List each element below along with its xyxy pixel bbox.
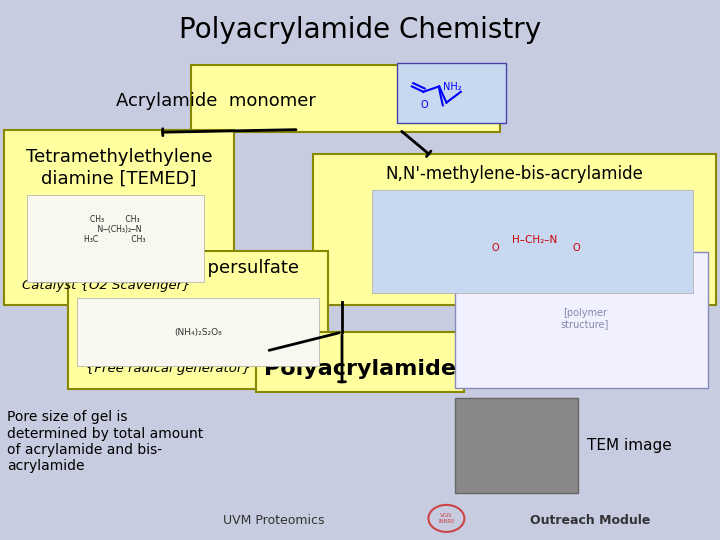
Text: Polyacrylamide Chemistry: Polyacrylamide Chemistry bbox=[179, 16, 541, 44]
Text: NH₂: NH₂ bbox=[443, 83, 462, 92]
Text: (NH₄)₂S₂O₈: (NH₄)₂S₂O₈ bbox=[174, 328, 222, 336]
FancyBboxPatch shape bbox=[372, 190, 693, 293]
FancyBboxPatch shape bbox=[77, 298, 319, 366]
Text: H–CH₂–N: H–CH₂–N bbox=[512, 235, 557, 245]
Text: O: O bbox=[572, 244, 580, 253]
Text: Polyacrylamide: Polyacrylamide bbox=[264, 359, 456, 379]
Text: Acrylamide  monomer: Acrylamide monomer bbox=[116, 92, 316, 110]
FancyBboxPatch shape bbox=[313, 154, 716, 305]
Text: Pore size of gel is
determined by total amount
of acrylamide and bis-
acrylamide: Pore size of gel is determined by total … bbox=[7, 410, 204, 473]
Text: Ammonium persulfate: Ammonium persulfate bbox=[97, 259, 299, 277]
FancyBboxPatch shape bbox=[191, 65, 500, 132]
Text: CH₃         CH₃
    N─(CH₃)₂─N
H₃C              CH₃: CH₃ CH₃ N─(CH₃)₂─N H₃C CH₃ bbox=[84, 214, 146, 245]
FancyBboxPatch shape bbox=[397, 63, 506, 123]
FancyBboxPatch shape bbox=[455, 398, 578, 493]
FancyBboxPatch shape bbox=[4, 130, 234, 305]
Text: Outreach Module: Outreach Module bbox=[530, 514, 651, 526]
Text: UVM Proteomics: UVM Proteomics bbox=[223, 514, 324, 526]
Text: {Free radical generator}: {Free radical generator} bbox=[86, 362, 251, 375]
FancyBboxPatch shape bbox=[256, 332, 464, 392]
Text: Tetramethylethylene
diamine [TEMED]: Tetramethylethylene diamine [TEMED] bbox=[25, 148, 212, 187]
Text: N,N'-methylene-bis-acrylamide: N,N'-methylene-bis-acrylamide bbox=[386, 165, 644, 183]
Text: VGN
INBRE: VGN INBRE bbox=[438, 513, 454, 524]
FancyBboxPatch shape bbox=[27, 195, 204, 282]
Text: [polymer
structure]: [polymer structure] bbox=[560, 308, 609, 329]
Text: TEM image: TEM image bbox=[587, 438, 672, 453]
FancyBboxPatch shape bbox=[68, 251, 328, 389]
FancyBboxPatch shape bbox=[455, 252, 708, 388]
Text: O: O bbox=[492, 244, 499, 253]
Text: Catalyst {O2 Scavenger}: Catalyst {O2 Scavenger} bbox=[22, 279, 190, 292]
Text: O: O bbox=[421, 100, 428, 110]
